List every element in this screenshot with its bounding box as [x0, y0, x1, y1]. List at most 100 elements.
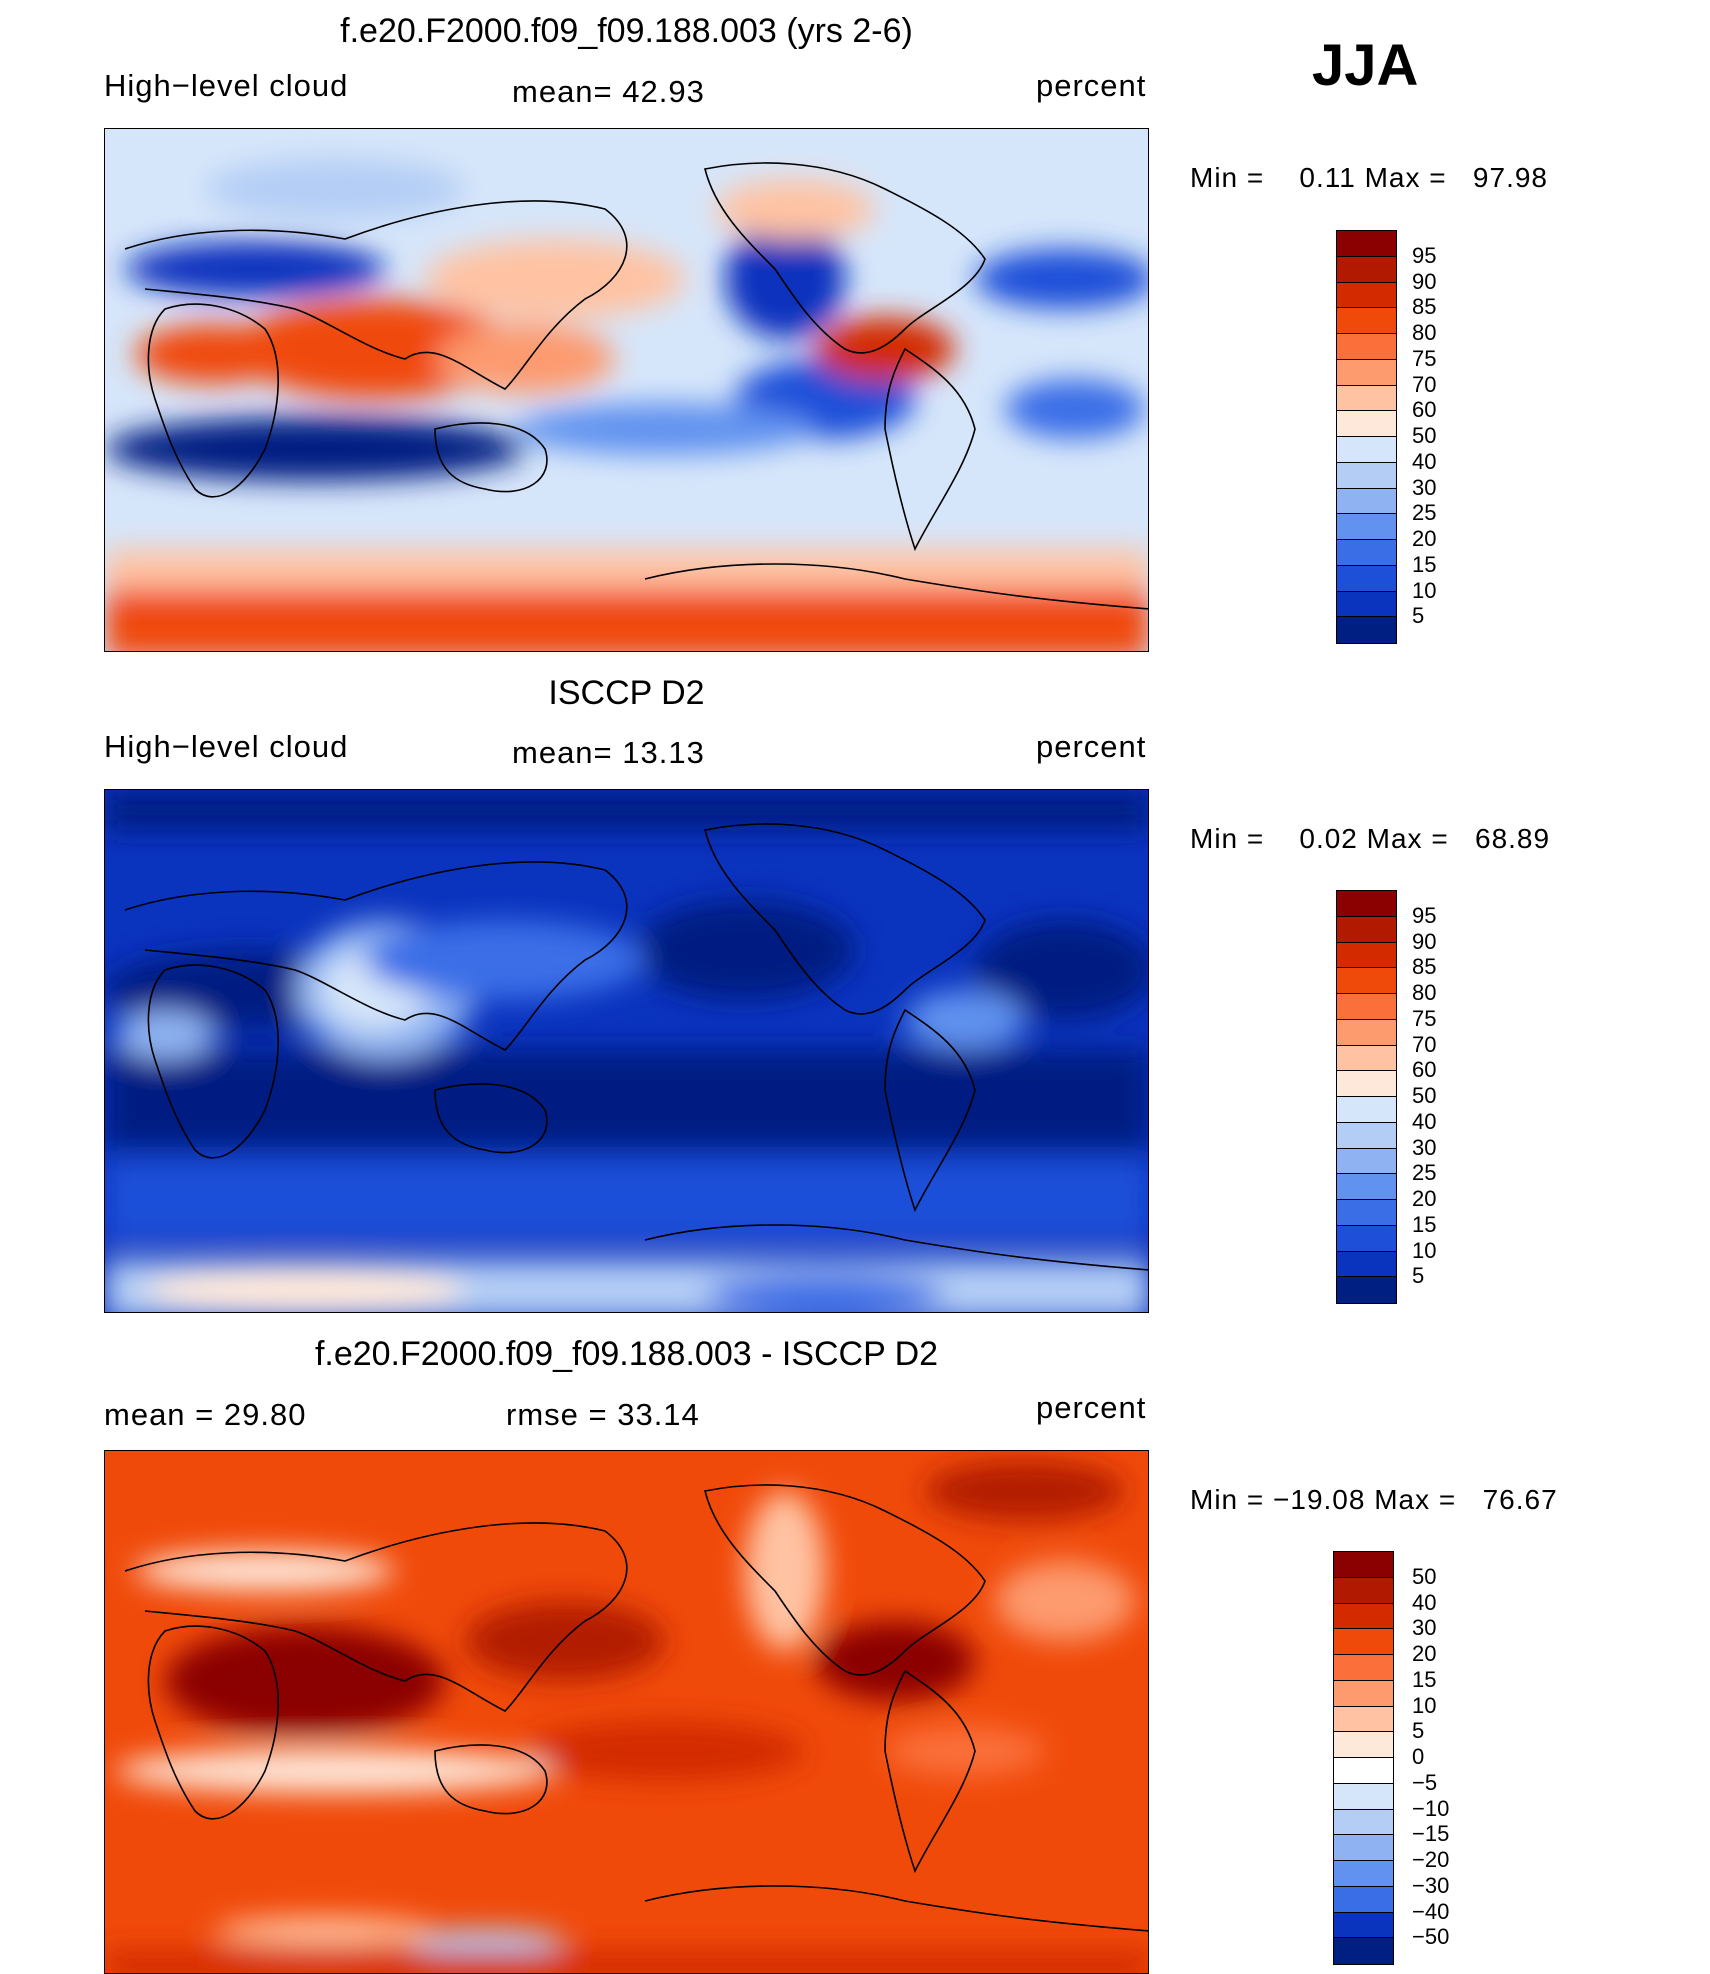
colorbar-tick-label: 40 — [1412, 448, 1437, 474]
colorbar-swatch — [1334, 1577, 1393, 1604]
colorbar-swatch — [1337, 891, 1396, 917]
colorbar-swatch — [1334, 1680, 1393, 1707]
colorbar-swatch — [1337, 359, 1396, 386]
colorbar-tick-label: −5 — [1412, 1769, 1438, 1795]
colorbar-tick-label: 40 — [1412, 1589, 1437, 1615]
coastlines — [124, 1484, 1148, 1932]
colorbar-swatch — [1334, 1809, 1393, 1836]
colorbar-tick-label: 80 — [1412, 980, 1437, 1005]
colorbar-swatch — [1337, 334, 1396, 360]
panel-3-colorbar — [1333, 1551, 1394, 1965]
colorbar-tick-label: −50 — [1412, 1924, 1450, 1950]
panel-3-units: percent — [1036, 1390, 1147, 1425]
colorbar-tick-label: 80 — [1412, 320, 1437, 345]
colorbar-tick-label: 15 — [1412, 1211, 1437, 1237]
colorbar-tick-label: 40 — [1412, 1108, 1437, 1134]
colorbar-swatch — [1334, 1912, 1393, 1939]
colorbar-swatch — [1334, 1938, 1393, 1964]
colorbar-swatch — [1337, 488, 1396, 515]
colorbar-swatch — [1337, 1019, 1396, 1046]
coastlines — [124, 162, 1148, 610]
colorbar-tick-label: 50 — [1412, 423, 1437, 448]
colorbar-tick-label: 95 — [1412, 242, 1437, 268]
colorbar-tick-label: 15 — [1412, 551, 1437, 577]
colorbar-tick-label: 85 — [1412, 294, 1437, 320]
colorbar-tick-label: 70 — [1412, 371, 1437, 397]
panel-3-map-svg — [105, 1451, 1148, 1973]
colorbar-swatch — [1334, 1706, 1393, 1733]
colorbar-swatch — [1334, 1629, 1393, 1655]
colorbar-tick-label: 25 — [1412, 500, 1437, 526]
colorbar-tick-label: 0 — [1412, 1744, 1425, 1769]
colorbar-swatch — [1334, 1886, 1393, 1913]
colorbar-tick-label: 5 — [1412, 603, 1425, 629]
colorbar-tick-label: −20 — [1412, 1847, 1450, 1872]
colorbar-swatch — [1334, 1861, 1393, 1887]
panel-1-colorbar — [1336, 230, 1397, 644]
colorbar-swatch — [1334, 1758, 1393, 1784]
colorbar-swatch — [1337, 411, 1396, 437]
colorbar-tick-label: 70 — [1412, 1031, 1437, 1057]
colorbar-tick-label: 60 — [1412, 397, 1437, 423]
panel-3-minmax: Min = −19.08 Max = 76.67 — [1190, 1484, 1558, 1515]
colorbar-swatch — [1337, 514, 1396, 540]
colorbar-tick-label: 30 — [1412, 1134, 1437, 1160]
colorbar-swatch — [1337, 1148, 1396, 1175]
colorbar-swatch — [1337, 1200, 1396, 1226]
colorbar-tick-label: 25 — [1412, 1160, 1437, 1186]
colorbar-swatch — [1337, 916, 1396, 943]
colorbar-swatch — [1337, 1174, 1396, 1200]
colorbar-swatch — [1334, 1835, 1393, 1861]
colorbar-swatch — [1337, 385, 1396, 412]
panel-2-mean: mean= 13.13 — [512, 735, 705, 770]
coastlines — [124, 823, 1148, 1271]
colorbar-tick-label: 30 — [1412, 474, 1437, 500]
colorbar-swatch — [1334, 1783, 1393, 1810]
panel-2-colorbar — [1336, 890, 1397, 1304]
colorbar-swatch — [1337, 591, 1396, 618]
colorbar-tick-label: 95 — [1412, 902, 1437, 928]
colorbar-swatch — [1337, 968, 1396, 994]
colorbar-swatch — [1334, 1552, 1393, 1578]
panel-1-mean: mean= 42.93 — [512, 74, 705, 109]
panel-2-variable-label: High−level cloud — [104, 729, 349, 764]
panel-2-units: percent — [1036, 729, 1147, 764]
colorbar-swatch — [1337, 565, 1396, 592]
colorbar-tick-label: 5 — [1412, 1718, 1425, 1744]
colorbar-tick-label: 30 — [1412, 1615, 1437, 1641]
panel-1-minmax: Min = 0.11 Max = 97.98 — [1190, 162, 1548, 193]
colorbar-swatch — [1334, 1732, 1393, 1758]
colorbar-swatch — [1337, 1225, 1396, 1252]
colorbar-tick-label: −15 — [1412, 1821, 1450, 1847]
panel-2-map — [104, 789, 1149, 1313]
colorbar-tick-label: 90 — [1412, 268, 1437, 294]
colorbar-tick-label: −10 — [1412, 1795, 1450, 1821]
panel-2-map-svg — [105, 790, 1148, 1312]
colorbar-tick-label: 20 — [1412, 1186, 1437, 1211]
colorbar-tick-label: 85 — [1412, 954, 1437, 980]
colorbar-swatch — [1337, 308, 1396, 334]
colorbar-swatch — [1337, 1277, 1396, 1303]
colorbar-tick-label: 20 — [1412, 1641, 1437, 1666]
panel-3-map — [104, 1450, 1149, 1974]
colorbar-tick-label: 50 — [1412, 1083, 1437, 1108]
panel-1-units: percent — [1036, 68, 1147, 103]
colorbar-swatch — [1337, 1097, 1396, 1123]
colorbar-swatch — [1334, 1603, 1393, 1630]
colorbar-tick-label: 75 — [1412, 345, 1437, 371]
colorbar-swatch — [1337, 540, 1396, 566]
panel-1-map — [104, 128, 1149, 652]
panel-2-minmax: Min = 0.02 Max = 68.89 — [1190, 823, 1551, 854]
colorbar-tick-label: 75 — [1412, 1005, 1437, 1031]
colorbar-tick-label: 10 — [1412, 577, 1437, 603]
colorbar-swatch — [1337, 1122, 1396, 1149]
colorbar-swatch — [1337, 617, 1396, 643]
colorbar-tick-label: 15 — [1412, 1666, 1437, 1692]
panel-1-variable-label: High−level cloud — [104, 68, 349, 103]
colorbar-swatch — [1337, 462, 1396, 489]
colorbar-swatch — [1334, 1655, 1393, 1681]
colorbar-tick-label: 10 — [1412, 1237, 1437, 1263]
colorbar-tick-label: 5 — [1412, 1263, 1425, 1289]
panel-3-title: f.e20.F2000.f09_f09.188.003 - ISCCP D2 — [314, 1335, 939, 1373]
colorbar-swatch — [1337, 282, 1396, 309]
